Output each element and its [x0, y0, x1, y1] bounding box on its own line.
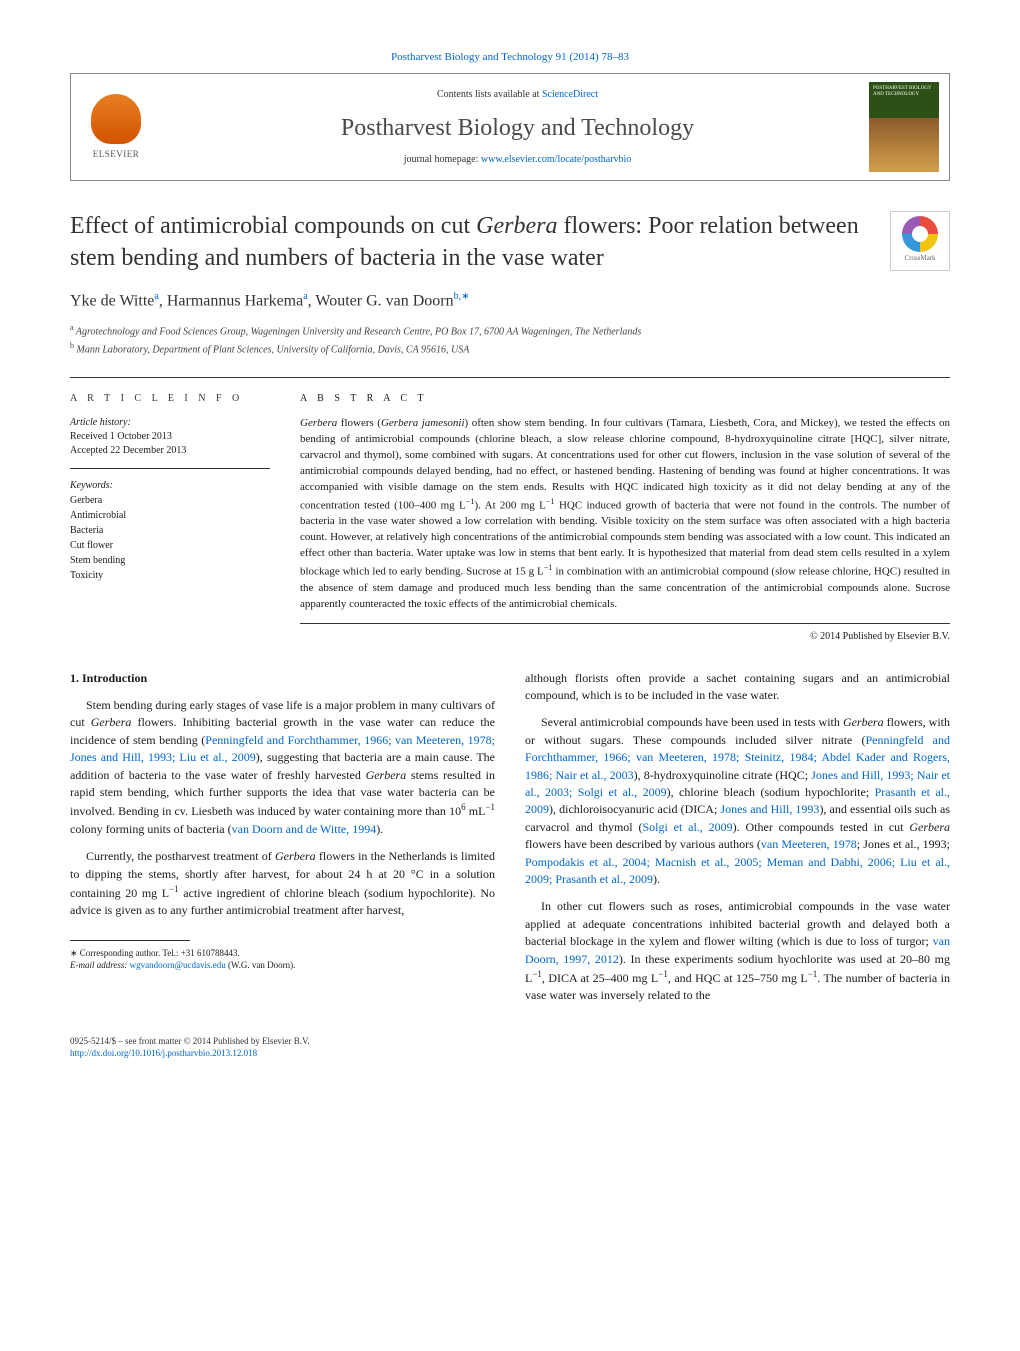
elsevier-tree-icon — [91, 94, 141, 144]
author-1-sup: a — [154, 291, 158, 302]
email-who: (W.G. van Doorn). — [226, 960, 296, 970]
abstract-heading: a b s t r a c t — [300, 392, 950, 406]
ref-link[interactable]: van Meeteren, 1978 — [761, 837, 857, 851]
history-accepted: Accepted 22 December 2013 — [70, 444, 270, 458]
ref-link[interactable]: Solgi et al., 2009 — [642, 820, 732, 834]
col2-p3: In other cut flowers such as roses, anti… — [525, 898, 950, 1004]
col1-p1: Stem bending during early stages of vase… — [70, 697, 495, 838]
section-1-heading: 1. Introduction — [70, 670, 495, 687]
journal-cover-icon: POSTHARVEST BIOLOGY AND TECHNOLOGY — [869, 82, 939, 172]
authors-line: Yke de Wittea, Harmannus Harkemaa, Woute… — [70, 290, 950, 313]
keyword-item: Gerbera — [70, 493, 270, 508]
homepage-line: journal homepage: www.elsevier.com/locat… — [166, 153, 869, 167]
col1-p2: Currently, the postharvest treatment of … — [70, 848, 495, 920]
elsevier-logo: ELSEVIER — [81, 87, 151, 167]
affiliations: a Agrotechnology and Food Sciences Group… — [70, 322, 950, 357]
corr-author-line: ∗ Corresponding author. Tel.: +31 610788… — [70, 947, 495, 960]
journal-cover-text: POSTHARVEST BIOLOGY AND TECHNOLOGY — [873, 86, 935, 98]
crossmark-badge[interactable]: CrossMark — [890, 211, 950, 271]
aff-a: Agrotechnology and Food Sciences Group, … — [74, 327, 642, 338]
article-title: Effect of antimicrobial compounds on cut… — [70, 211, 870, 273]
column-left: 1. Introduction Stem bending during earl… — [70, 670, 495, 1015]
citation-header: Postharvest Biology and Technology 91 (2… — [70, 50, 950, 65]
keyword-item: Cut flower — [70, 538, 270, 553]
homepage-prefix: journal homepage: — [404, 154, 481, 165]
col2-p1: although florists often provide a sachet… — [525, 670, 950, 705]
ref-link[interactable]: van Doorn and de Witte, 1994 — [232, 822, 377, 836]
banner-center: Contents lists available at ScienceDirec… — [166, 88, 869, 168]
aff-b: Mann Laboratory, Department of Plant Sci… — [74, 344, 469, 355]
keyword-item: Bacteria — [70, 523, 270, 538]
journal-title: Postharvest Biology and Technology — [166, 112, 869, 146]
ref-link[interactable]: Pompodakis et al., 2004; Macnish et al.,… — [525, 855, 950, 886]
ref-link[interactable]: Jones and Hill, 1993 — [720, 802, 819, 816]
doi-link[interactable]: http://dx.doi.org/10.1016/j.postharvbio.… — [70, 1048, 257, 1058]
keywords-label: Keywords: — [70, 479, 270, 493]
keyword-item: Toxicity — [70, 568, 270, 583]
history-label: Article history: — [70, 416, 270, 430]
keyword-item: Stem bending — [70, 553, 270, 568]
sciencedirect-link[interactable]: ScienceDirect — [542, 89, 598, 100]
page-footer: 0925-5214/$ – see front matter © 2014 Pu… — [70, 1035, 950, 1060]
abstract-copyright: © 2014 Published by Elsevier B.V. — [300, 630, 950, 644]
history-received: Received 1 October 2013 — [70, 430, 270, 444]
keyword-item: Antimicrobial — [70, 508, 270, 523]
elsevier-label: ELSEVIER — [93, 148, 140, 161]
keywords-list: GerberaAntimicrobialBacteriaCut flowerSt… — [70, 493, 270, 583]
article-info-heading: a r t i c l e i n f o — [70, 392, 270, 406]
col2-p2: Several antimicrobial compounds have bee… — [525, 714, 950, 888]
title-pre: Effect of antimicrobial compounds on cut — [70, 213, 476, 239]
footnote-separator — [70, 940, 190, 941]
author-1: Yke de Witte — [70, 292, 154, 309]
contents-line: Contents lists available at ScienceDirec… — [166, 88, 869, 102]
author-3-sup: b,∗ — [454, 291, 470, 302]
footer-line1: 0925-5214/$ – see front matter © 2014 Pu… — [70, 1035, 950, 1048]
corresponding-footnote: ∗ Corresponding author. Tel.: +31 610788… — [70, 947, 495, 972]
corr-email-link[interactable]: wgvandoorn@ucdavis.edu — [130, 960, 226, 970]
title-em: Gerbera — [476, 213, 557, 239]
contents-prefix: Contents lists available at — [437, 89, 542, 100]
abstract-body: Gerbera flowers (Gerbera jamesonii) ofte… — [300, 416, 950, 624]
author-2: Harmannus Harkema — [167, 292, 303, 309]
journal-banner: ELSEVIER Contents lists available at Sci… — [70, 73, 950, 181]
email-label: E-mail address: — [70, 960, 130, 970]
column-right: although florists often provide a sachet… — [525, 670, 950, 1015]
crossmark-label: CrossMark — [904, 254, 935, 264]
homepage-link[interactable]: www.elsevier.com/locate/postharvbio — [481, 154, 631, 165]
crossmark-icon — [902, 216, 938, 252]
article-info-panel: a r t i c l e i n f o Article history: R… — [70, 392, 270, 644]
keywords-block: Keywords: GerberaAntimicrobialBacteriaCu… — [70, 479, 270, 583]
author-2-sup: a — [303, 291, 307, 302]
author-3: Wouter G. van Doorn — [315, 292, 453, 309]
article-history-block: Article history: Received 1 October 2013… — [70, 416, 270, 469]
abstract-panel: a b s t r a c t Gerbera flowers (Gerbera… — [300, 392, 950, 644]
